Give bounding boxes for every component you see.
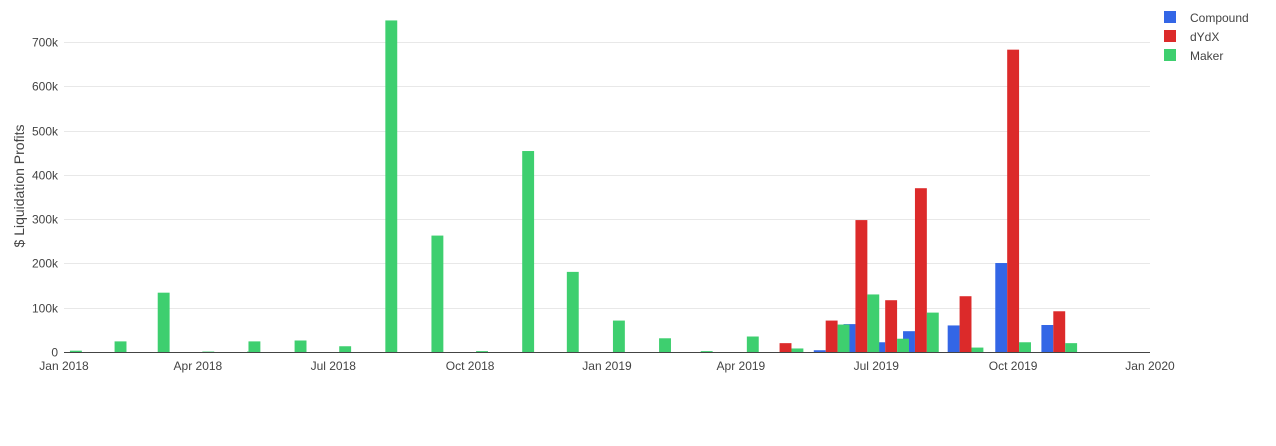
bar-maker — [746, 336, 759, 352]
bar-maker — [1019, 342, 1031, 352]
bar-maker — [926, 312, 939, 352]
bar-dydx — [959, 296, 972, 352]
bar-maker — [971, 347, 984, 352]
bar-dydx — [914, 188, 927, 352]
legend-label: Maker — [1190, 49, 1223, 63]
y-tick-labels: 0 100k 200k 300k 400k 500k 600k 700k — [32, 36, 59, 360]
bar-dydx — [855, 220, 868, 352]
bar-maker — [522, 151, 535, 352]
bar-dydx — [825, 320, 838, 352]
bar-maker — [837, 324, 850, 352]
bar-compound — [1041, 325, 1054, 352]
bar-maker — [248, 341, 261, 352]
legend-swatch — [1164, 49, 1176, 61]
bar-compound — [947, 325, 960, 352]
x-tick-label: Oct 2019 — [989, 359, 1038, 373]
bar-maker — [867, 294, 880, 352]
legend-item-compound[interactable]: Compound — [1164, 11, 1249, 25]
x-tick-label: Apr 2018 — [174, 359, 223, 373]
legend[interactable]: Compound dYdX Maker — [1164, 11, 1249, 63]
bar-maker — [659, 338, 671, 352]
legend-swatch — [1164, 11, 1176, 23]
bar-compound — [813, 350, 826, 352]
legend-item-maker[interactable]: Maker — [1164, 49, 1223, 63]
y-tick-label: 700k — [32, 36, 59, 50]
bar-maker — [431, 235, 444, 352]
y-tick-label: 400k — [32, 169, 59, 183]
bar-maker — [791, 348, 804, 352]
x-tick-labels: Jan 2018 Apr 2018 Jul 2018 Oct 2018 Jan 2019… — [39, 359, 1175, 373]
bar-dydx — [885, 300, 898, 352]
y-axis-title: $ Liquidation Profits — [11, 125, 27, 248]
x-tick-label: Jul 2018 — [311, 359, 357, 373]
y-tick-label: 600k — [32, 80, 59, 94]
bar-dydx — [1053, 311, 1066, 352]
bar-maker — [1065, 343, 1078, 352]
bar-maker — [114, 341, 127, 352]
x-tick-label: Jan 2020 — [1125, 359, 1175, 373]
y-tick-label: 100k — [32, 302, 59, 316]
bar-maker — [897, 338, 909, 352]
bar-maker — [700, 351, 713, 352]
y-tick-label: 500k — [32, 125, 59, 139]
legend-item-dydx[interactable]: dYdX — [1164, 30, 1219, 44]
y-tick-label: 200k — [32, 257, 59, 271]
bar-maker — [612, 320, 625, 352]
bar-maker — [385, 20, 398, 352]
y-tick-label: 300k — [32, 213, 59, 227]
y-tick-label: 0 — [51, 346, 58, 360]
gridlines — [64, 42, 1150, 309]
x-tick-label: Jul 2019 — [854, 359, 900, 373]
x-tick-label: Oct 2018 — [446, 359, 495, 373]
bar-maker — [566, 271, 579, 352]
bar-maker — [294, 340, 307, 352]
bar-maker — [476, 351, 488, 352]
legend-swatch — [1164, 30, 1176, 42]
x-tick-label: Jan 2018 — [39, 359, 89, 373]
bar-dydx — [779, 343, 792, 352]
bars — [69, 20, 1078, 352]
bar-maker — [339, 346, 352, 352]
bar-dydx — [1007, 49, 1020, 352]
x-tick-label: Apr 2019 — [717, 359, 766, 373]
legend-label: dYdX — [1190, 30, 1219, 44]
bar-compound — [995, 263, 1008, 352]
legend-label: Compound — [1190, 11, 1249, 25]
bar-maker — [157, 292, 170, 352]
x-tick-label: Jan 2019 — [582, 359, 632, 373]
bar-maker — [69, 350, 82, 352]
